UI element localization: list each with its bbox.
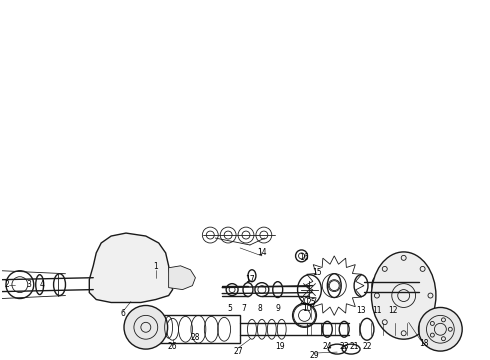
Text: 14: 14 [257,248,267,257]
Text: 12: 12 [388,306,397,315]
Text: 3: 3 [26,280,31,289]
Text: 11: 11 [372,306,382,315]
Ellipse shape [371,252,436,339]
Text: 28: 28 [191,333,200,342]
Text: 21: 21 [349,342,359,351]
Text: 15: 15 [313,268,322,277]
Text: 10: 10 [303,304,312,313]
Text: 24: 24 [322,342,332,351]
Text: 7: 7 [242,304,246,313]
Text: 8: 8 [258,304,262,313]
Polygon shape [89,233,172,302]
Text: 26: 26 [168,342,177,351]
Text: 17: 17 [245,275,255,284]
Circle shape [418,307,462,351]
Text: 16: 16 [300,253,309,262]
Text: 27: 27 [233,347,243,356]
Text: 25: 25 [307,298,316,307]
Text: 18: 18 [419,339,428,348]
Text: 1: 1 [153,262,158,271]
Text: 20: 20 [300,297,309,306]
Text: 9: 9 [275,304,280,313]
Text: 4: 4 [39,280,44,289]
Text: 13: 13 [356,306,366,315]
Text: 23: 23 [340,342,349,351]
Text: 5: 5 [228,304,233,313]
Polygon shape [169,266,196,289]
Text: 22: 22 [362,342,372,351]
Text: 2: 2 [4,280,9,289]
Circle shape [124,306,168,349]
Text: 6: 6 [121,309,125,318]
Text: 19: 19 [275,342,285,351]
Text: 29: 29 [310,351,319,360]
